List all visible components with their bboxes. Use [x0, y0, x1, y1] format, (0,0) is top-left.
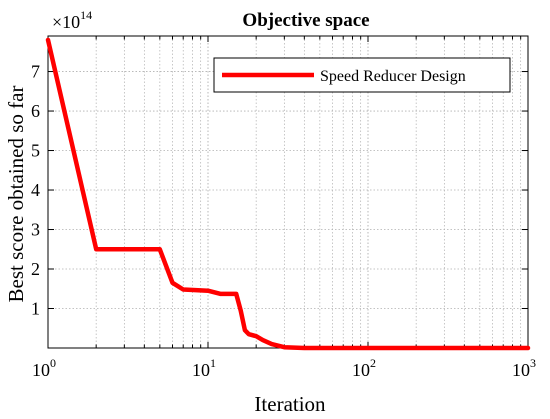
y-tick-label: 2 — [31, 259, 40, 279]
y-tick-label: 4 — [31, 180, 40, 200]
y-tick-label: 6 — [31, 101, 40, 121]
x-tick-labels: 100 101 102 103 — [32, 356, 536, 380]
legend-label: Speed Reducer Design — [320, 68, 466, 85]
chart-title: Objective space — [242, 10, 369, 31]
y-tick-label: 3 — [31, 220, 40, 240]
y-tick-label: 5 — [31, 141, 40, 161]
legend: Speed Reducer Design — [213, 57, 511, 93]
x-axis-label: Iteration — [254, 392, 326, 416]
y-axis-label: Best score obtained so far — [4, 86, 28, 303]
y-tick-labels: 1 2 3 4 5 6 7 — [31, 62, 40, 319]
grid — [48, 36, 528, 348]
series-line-speed-reducer-design — [45, 37, 531, 351]
y-axis-multiplier: ×1014 — [52, 8, 92, 32]
y-tick-label: 1 — [31, 299, 40, 319]
x-tick-label: 101 — [192, 356, 216, 380]
x-tick-label: 103 — [512, 356, 536, 380]
y-tick-label: 7 — [31, 62, 40, 82]
x-tick-label: 102 — [352, 356, 376, 380]
x-tick-label: 100 — [32, 356, 56, 380]
